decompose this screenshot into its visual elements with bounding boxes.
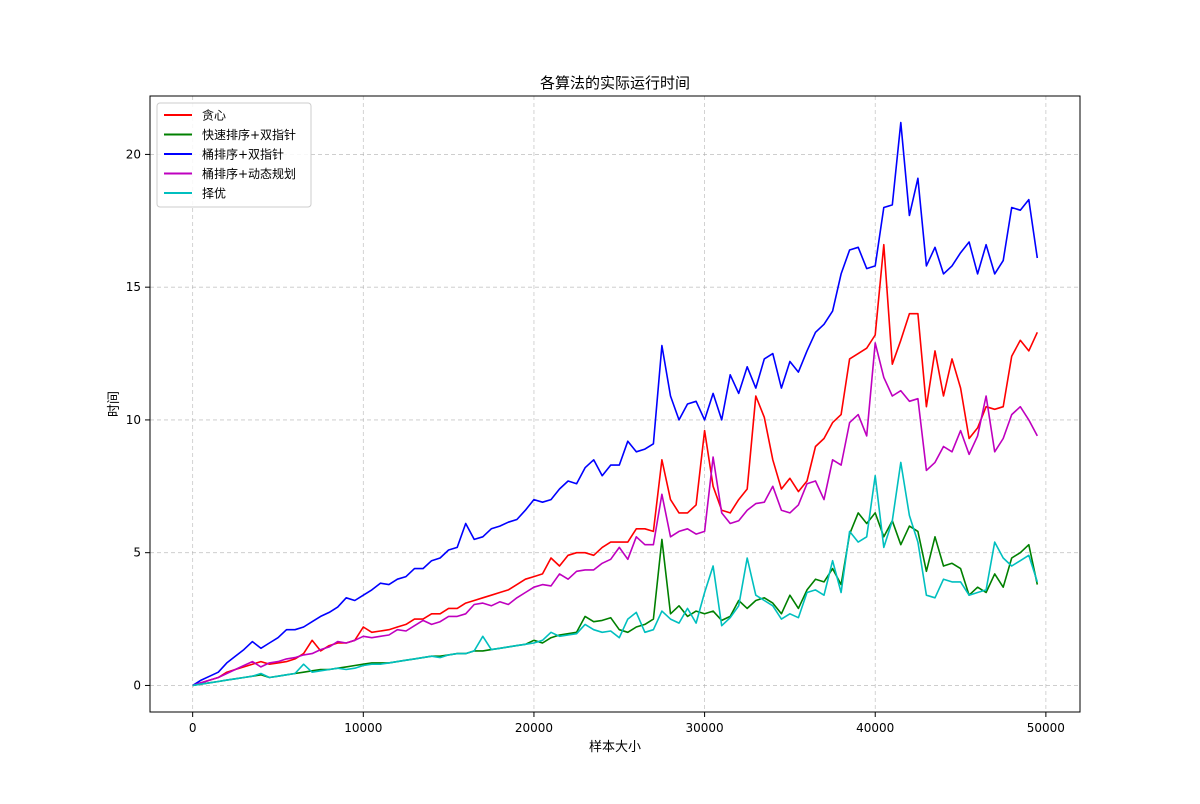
y-tick-label: 0 — [133, 678, 141, 692]
x-tick-label: 50000 — [1027, 721, 1065, 735]
y-tick-label: 10 — [126, 413, 141, 427]
legend-label: 快速排序+双指针 — [202, 127, 296, 142]
x-tick-label: 40000 — [856, 721, 894, 735]
series-line-5 — [192, 461, 1039, 687]
series-line-4 — [192, 342, 1039, 687]
y-tick-label: 5 — [133, 546, 141, 560]
y-axis-label: 时间 — [107, 391, 122, 417]
legend-label: 桶排序+双指针 — [202, 147, 284, 162]
x-axis-label: 样本大小 — [589, 740, 641, 755]
chart-title: 各算法的实际运行时间 — [540, 74, 690, 92]
series-line-3 — [192, 121, 1039, 687]
x-tick-label: 30000 — [685, 721, 723, 735]
legend-label: 贪心 — [202, 108, 226, 123]
x-tick-label: 10000 — [344, 721, 382, 735]
series-lines — [192, 121, 1039, 687]
legend-label: 择优 — [202, 187, 226, 201]
y-tick-label: 20 — [126, 147, 141, 161]
x-tick-label: 0 — [189, 721, 197, 735]
x-tick-label: 20000 — [515, 721, 553, 735]
legend-box — [156, 102, 312, 208]
axes: 0 10000 20000 30000 40000 50000 0 5 10 15 20 — [126, 147, 1065, 735]
y-tick-label: 15 — [126, 280, 141, 294]
legend-label: 桶排序+动态规划 — [202, 166, 296, 181]
plot-frame — [149, 95, 1081, 713]
